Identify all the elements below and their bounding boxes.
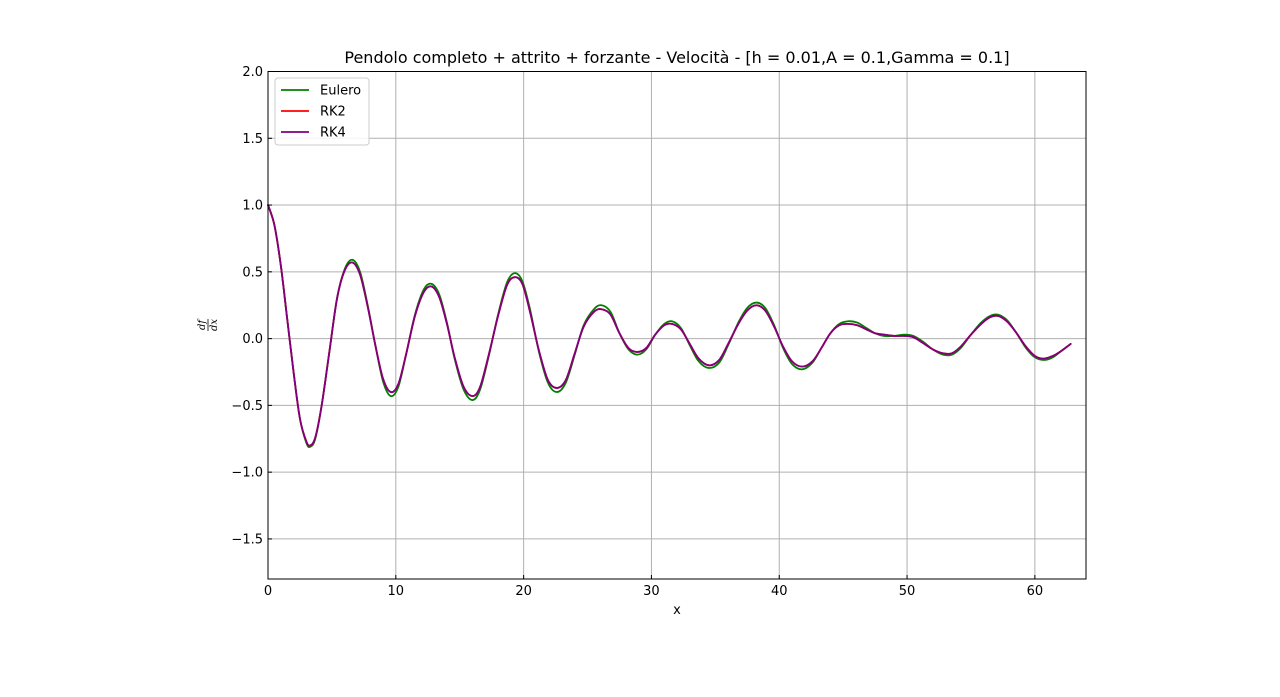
x-tick-label: 30 bbox=[643, 584, 660, 599]
y-tick-label: −0.5 bbox=[231, 399, 263, 414]
x-axis-ticks: 0 10 20 30 40 50 60 bbox=[264, 575, 1043, 599]
series-layer bbox=[267, 204, 1072, 448]
y-tick-label: 0.0 bbox=[242, 332, 263, 347]
y-tick-label: 1.5 bbox=[242, 132, 263, 147]
x-tick-label: 10 bbox=[388, 584, 405, 599]
series-line-rk4 bbox=[267, 204, 1072, 447]
y-tick-label: −1.5 bbox=[231, 532, 263, 547]
y-tick-label: 1.0 bbox=[242, 199, 263, 214]
x-axis-label: x bbox=[673, 603, 681, 618]
x-tick-label: 0 bbox=[264, 584, 272, 599]
legend-label-rk4: RK4 bbox=[320, 126, 346, 141]
plot-frame bbox=[267, 71, 1087, 580]
legend: Eulero RK2 RK4 bbox=[274, 77, 370, 146]
y-tick-label: 0.5 bbox=[242, 265, 263, 280]
y-tick-label: −1.0 bbox=[231, 466, 263, 481]
y-axis-label: df dx bbox=[197, 318, 220, 331]
legend-box bbox=[274, 77, 370, 146]
chart-title: Pendolo completo + attrito + forzante - … bbox=[344, 48, 1009, 67]
legend-label-rk2: RK2 bbox=[320, 105, 346, 120]
x-tick-label: 60 bbox=[1027, 584, 1044, 599]
x-tick-label: 50 bbox=[899, 584, 916, 599]
y-axis-ticks: −1.5 −1.0 −0.5 0.0 0.5 1.0 1.5 2.0 bbox=[231, 65, 272, 547]
y-axis-label-numerator: df bbox=[197, 318, 208, 330]
y-axis-label-denominator: dx bbox=[209, 319, 220, 331]
x-tick-label: 20 bbox=[515, 584, 532, 599]
y-tick-label: 2.0 bbox=[242, 65, 263, 80]
x-tick-label: 40 bbox=[771, 584, 788, 599]
legend-label-eulero: Eulero bbox=[320, 84, 361, 99]
